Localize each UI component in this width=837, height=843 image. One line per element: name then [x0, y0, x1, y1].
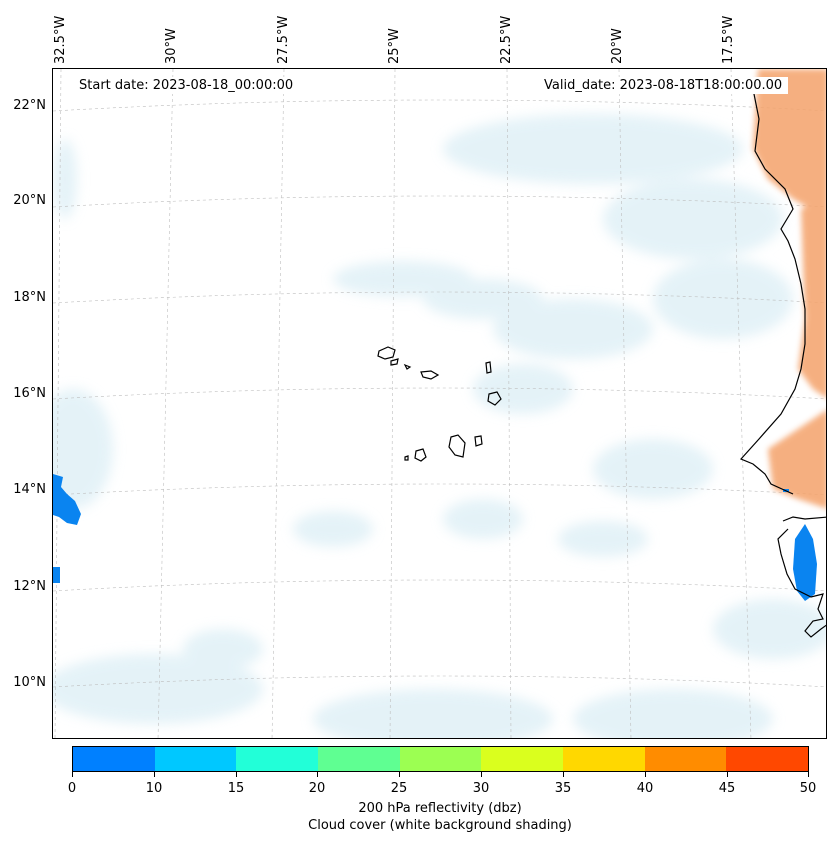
lat-label-14n: 14°N — [13, 482, 46, 497]
lat-label-10n: 10°N — [13, 675, 46, 690]
colorbar-tick-label-15: 15 — [227, 781, 245, 796]
lon-label-17-5w: 17.5°W — [721, 15, 736, 64]
map-frame — [52, 68, 827, 739]
lat-label-12n: 12°N — [13, 579, 46, 594]
lon-label-27-5w: 27.5°W — [276, 15, 291, 64]
colorbar-tick — [563, 772, 564, 777]
colorbar-segment-15-20 — [236, 747, 319, 771]
coastlines — [377, 88, 826, 638]
colorbar-segment-20-25 — [318, 747, 400, 771]
senegal-coastline — [782, 516, 826, 522]
lon-label-32-5w: 32.5°W — [53, 15, 68, 64]
colorbar-tick — [399, 772, 400, 777]
colorbar-segment-45-50 — [726, 747, 809, 771]
colorbar-segment-0-10 — [73, 747, 155, 771]
colorbar-tick — [727, 772, 728, 777]
colorbar-tick-label-0: 0 — [67, 781, 77, 796]
colorbar-segment-25-30 — [399, 747, 482, 771]
colorbar-tick-label-10: 10 — [145, 781, 163, 796]
west-africa-coastline — [739, 88, 806, 495]
map-canvas — [53, 69, 826, 738]
lon-label-22-5w: 22.5°W — [499, 15, 514, 64]
lon-label-20w: 20°W — [610, 28, 625, 64]
colorbar-tick — [808, 772, 809, 777]
reflectivity-colorbar — [72, 746, 809, 772]
colorbar-segment-35-40 — [563, 747, 645, 771]
colorbar-tick-label-50: 50 — [799, 781, 817, 796]
start-date-label: Start date: 2023-08-18_00:00:00 — [73, 77, 300, 94]
valid-date-label: Valid_date: 2023-08-18T18:00:00.00 — [538, 77, 789, 94]
reflectivity-orange — [753, 69, 826, 509]
colorbar-segment-10-15 — [154, 747, 237, 771]
lat-label-16n: 16°N — [13, 386, 46, 401]
colorbar-tick-label-25: 25 — [390, 781, 408, 796]
lat-label-18n: 18°N — [13, 290, 46, 305]
colorbar-tick — [236, 772, 237, 777]
colorbar-tick-label-35: 35 — [554, 781, 572, 796]
reflectivity-blue — [53, 474, 817, 601]
colorbar-tick-label-30: 30 — [472, 781, 490, 796]
colorbar-label: 200 hPa reflectivity (dbz) — [358, 801, 522, 816]
cloud-cover-shading — [53, 114, 826, 738]
lat-label-20n: 20°N — [13, 193, 46, 208]
lon-label-25w: 25°W — [387, 28, 402, 64]
colorbar-tick-label-20: 20 — [308, 781, 326, 796]
graticule — [53, 69, 826, 738]
colorbar-segment-30-35 — [481, 747, 564, 771]
colorbar-tick — [481, 772, 482, 777]
lat-label-22n: 22°N — [13, 98, 46, 113]
gambia-guinea-coastline — [777, 528, 826, 638]
colorbar-tick-label-40: 40 — [636, 781, 654, 796]
colorbar-tick — [72, 772, 73, 777]
lon-label-30w: 30°W — [164, 28, 179, 64]
colorbar-tick — [154, 772, 155, 777]
colorbar-tick-label-45: 45 — [718, 781, 736, 796]
colorbar-tick — [317, 772, 318, 777]
colorbar-segment-40-45 — [644, 747, 727, 771]
colorbar-tick — [645, 772, 646, 777]
colorbar-sublabel: Cloud cover (white background shading) — [308, 818, 572, 833]
